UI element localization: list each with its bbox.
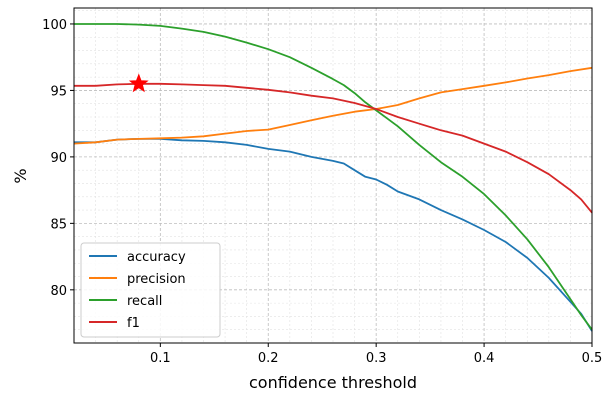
plot-frame <box>73 7 593 344</box>
x-tick-label: 0.5 <box>582 351 603 366</box>
series-line-accuracy <box>74 138 593 332</box>
y-axis: 80 85 90 95 100 <box>42 18 74 299</box>
y-tick-label: 100 <box>42 18 67 33</box>
series-lines <box>73 23 593 332</box>
series-line-f1 <box>74 82 593 214</box>
legend-label-precision: precision <box>127 272 186 287</box>
legend: accuracy precision recall f1 <box>80 242 221 338</box>
legend-box <box>80 242 221 338</box>
y-axis-label: % <box>11 168 30 183</box>
star-marker <box>128 73 149 93</box>
x-tick-label: 0.1 <box>150 351 171 366</box>
legend-label-accuracy: accuracy <box>127 250 186 265</box>
legend-label-recall: recall <box>127 294 162 309</box>
series-line-precision <box>73 66 593 145</box>
x-axis: 0.1 0.2 0.3 0.4 0.5 <box>150 343 602 366</box>
y-tick-label: 80 <box>50 284 67 299</box>
y-tick-label: 95 <box>50 84 67 99</box>
y-tick-label: 85 <box>50 217 67 232</box>
series-line-recall <box>74 23 593 331</box>
x-axis-label: confidence threshold <box>249 373 417 392</box>
legend-label-f1: f1 <box>127 316 140 331</box>
x-tick-label: 0.2 <box>258 351 279 366</box>
y-tick-label: 90 <box>50 151 67 166</box>
x-tick-label: 0.3 <box>366 351 387 366</box>
markers <box>128 73 149 93</box>
x-tick-label: 0.4 <box>474 351 495 366</box>
